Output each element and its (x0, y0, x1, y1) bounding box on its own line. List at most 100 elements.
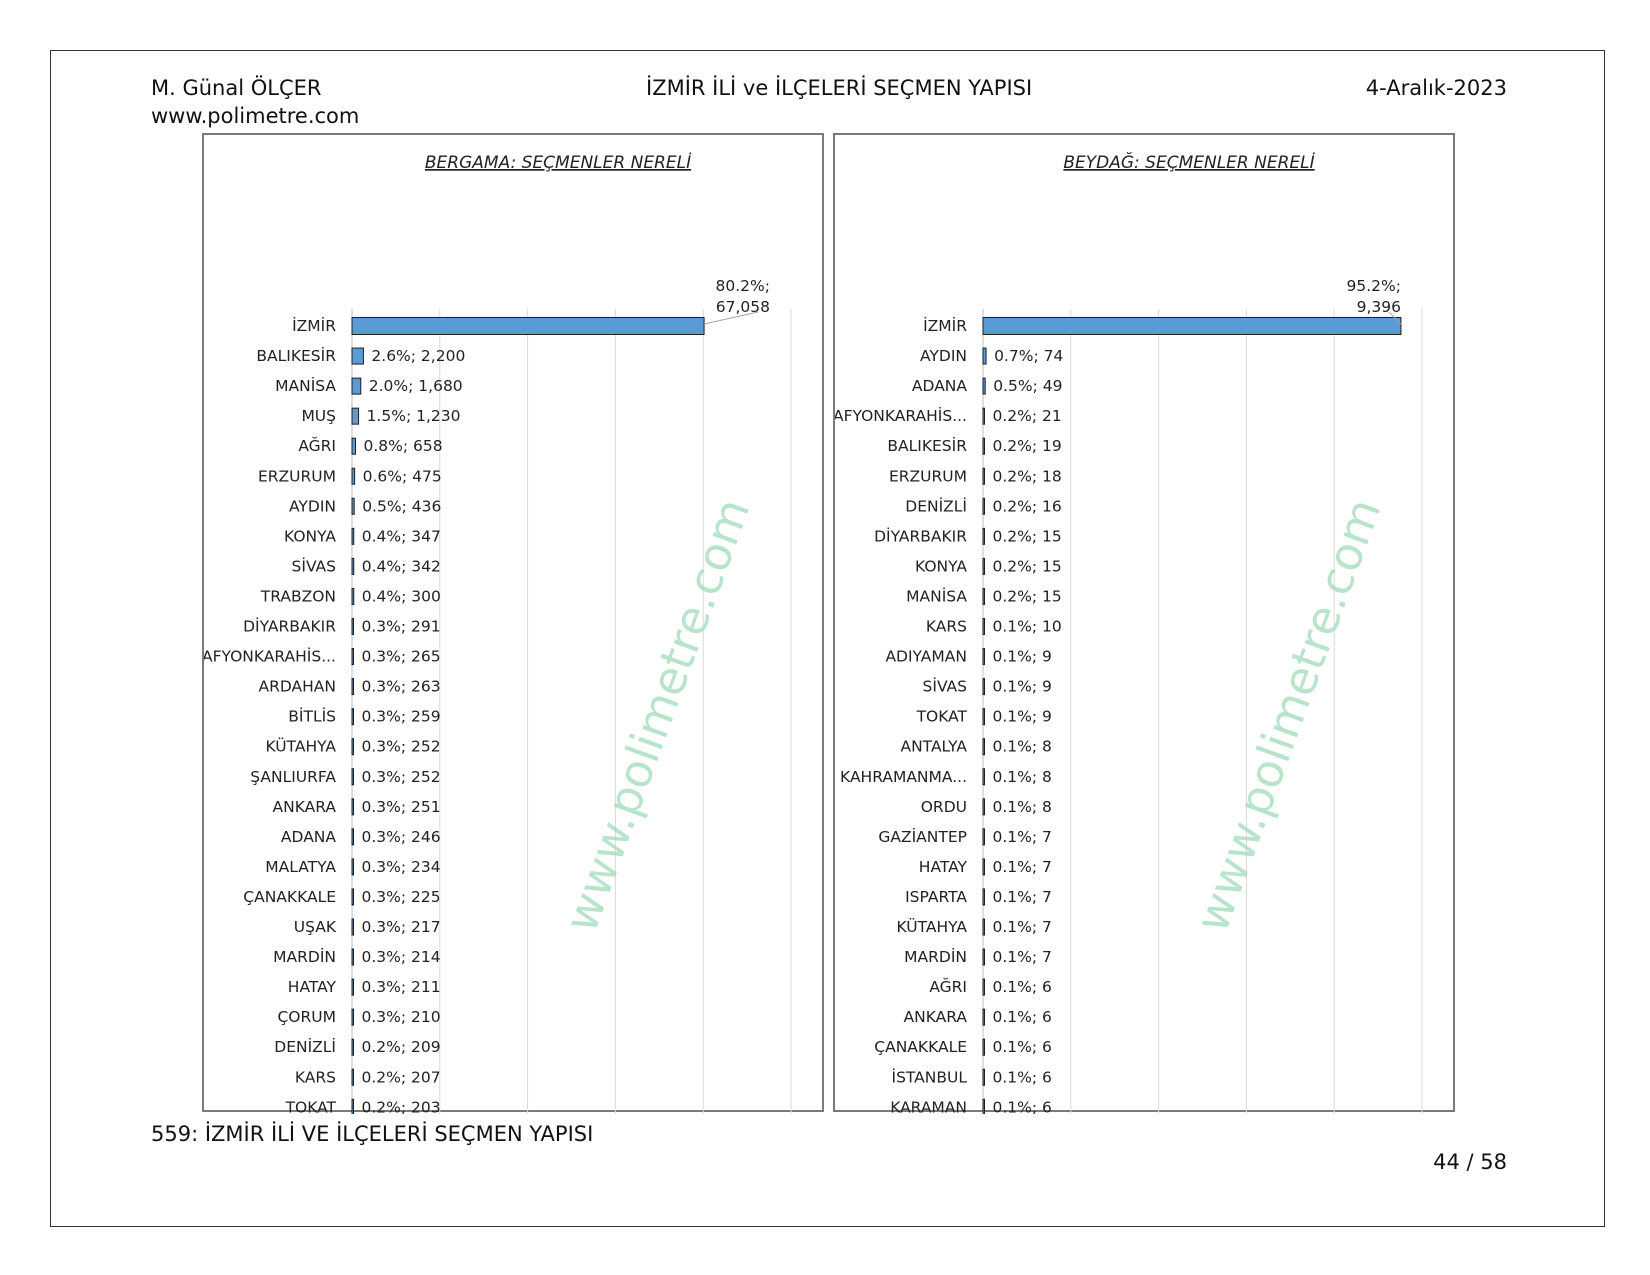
data-label: 0.8%; 658 (364, 437, 443, 455)
bar (351, 1038, 354, 1056)
bar (351, 828, 354, 846)
bar (351, 798, 354, 816)
bar (351, 1068, 354, 1086)
bar (982, 317, 1402, 335)
bar (982, 768, 985, 786)
category-label: ORDU (921, 798, 967, 816)
category-label: ÇANAKKALE (874, 1038, 967, 1056)
category-label: ERZURUM (258, 467, 336, 485)
bar (351, 1098, 354, 1114)
category-label: AĞRI (929, 977, 967, 996)
data-label: 0.5%; 49 (993, 377, 1062, 395)
bar (351, 587, 355, 605)
bar (351, 437, 357, 455)
category-label: SİVAS (292, 556, 336, 575)
data-label: 0.5%; 436 (362, 497, 441, 515)
data-label: 0.3%; 217 (362, 918, 441, 936)
category-label: KÜTAHYA (266, 737, 337, 756)
category-label: BİTLİS (288, 707, 336, 726)
data-label: 0.1%; 6 (993, 1038, 1052, 1056)
bar (351, 557, 355, 575)
data-label: 0.1%; 8 (993, 798, 1052, 816)
category-label: GAZİANTEP (878, 827, 967, 846)
category-label: KONYA (284, 527, 336, 545)
bar (982, 347, 987, 365)
bar (982, 437, 985, 455)
category-label: DİYARBAKIR (874, 526, 967, 545)
data-label: 0.3%; 234 (362, 858, 441, 876)
category-label: MARDİN (273, 947, 336, 966)
category-label: ANKARA (273, 798, 337, 816)
data-label: 0.1%; 9 (993, 648, 1052, 666)
data-label: 0.4%; 342 (362, 557, 441, 575)
data-label: 0.2%; 15 (993, 587, 1062, 605)
bar (982, 587, 985, 605)
category-label: AĞRI (298, 436, 336, 455)
bar (982, 497, 985, 515)
chart-title: BERGAMA: SEÇMENLER NERELİ (425, 152, 692, 173)
website-link: www.polimetre.com (151, 104, 360, 128)
data-label: 0.7%; 74 (994, 347, 1063, 365)
category-label: AFYONKARAHİS... (835, 406, 967, 425)
data-label: 0.2%; 15 (993, 527, 1062, 545)
bar (982, 1098, 985, 1114)
category-label: DENİZLİ (905, 496, 967, 515)
data-label: 0.2%; 207 (362, 1068, 441, 1086)
data-label: 0.3%; 291 (362, 618, 441, 636)
data-label: 0.2%; 19 (993, 437, 1062, 455)
bar (982, 678, 985, 696)
data-label: 0.1%; 6 (993, 1098, 1052, 1114)
bar (982, 467, 985, 485)
bar (982, 858, 985, 876)
data-label: 0.2%; 209 (362, 1038, 441, 1056)
bar (351, 377, 362, 395)
data-label: 0.1%; 7 (993, 888, 1052, 906)
data-label: 0.1%; 6 (993, 978, 1052, 996)
category-label: AFYONKARAHİS... (204, 647, 336, 666)
data-label: 0.3%; 263 (362, 678, 441, 696)
category-label: İSTANBUL (892, 1067, 968, 1086)
data-label: 95.2%; (1347, 277, 1401, 295)
bar (351, 1008, 354, 1026)
chart-bergama-svg: BERGAMA: SEÇMENLER NERELİ İZMİR 80.2%; 67,0… (204, 152, 792, 1114)
category-label: TOKAT (285, 1098, 337, 1114)
data-label: 0.2%; 203 (362, 1098, 441, 1114)
data-label: 1.5%; 1,230 (367, 407, 461, 425)
bar (982, 618, 985, 635)
category-label: DİYARBAKIR (243, 617, 336, 636)
category-label: DENİZLİ (274, 1037, 336, 1056)
bar (351, 888, 354, 906)
data-label: 0.2%; 15 (993, 557, 1062, 575)
data-label: 0.4%; 300 (362, 587, 441, 605)
data-label: 0.1%; 8 (993, 768, 1052, 786)
data-label: 0.2%; 21 (993, 407, 1062, 425)
category-label: ADANA (281, 828, 336, 846)
bar (982, 978, 985, 996)
bar (982, 1008, 985, 1026)
chart-title: BEYDAĞ: SEÇMENLER NERELİ (1063, 151, 1315, 173)
category-label: BALIKESİR (256, 346, 336, 365)
bar (351, 497, 355, 515)
data-label: 0.2%; 18 (993, 467, 1062, 485)
bar (982, 888, 985, 906)
data-label: 0.3%; 214 (362, 948, 441, 966)
category-label: ÇANAKKALE (243, 888, 336, 906)
bar (351, 347, 364, 365)
category-label: MANİSA (906, 586, 967, 605)
data-label-leader (703, 311, 759, 325)
data-label: 0.1%; 7 (993, 918, 1052, 936)
bar (351, 978, 354, 996)
data-label: 2.6%; 2,200 (371, 347, 465, 365)
bar (982, 828, 985, 846)
bar (982, 407, 985, 425)
watermark-text: www.polimetre.com (1185, 491, 1392, 938)
data-label: 0.1%; 9 (993, 678, 1052, 696)
category-label: MALATYA (265, 858, 336, 876)
bar (982, 527, 985, 545)
category-label: ADANA (912, 377, 967, 395)
bar (982, 738, 985, 756)
data-label: 0.1%; 7 (993, 828, 1052, 846)
category-label: MUŞ (301, 407, 336, 425)
category-label: KONYA (915, 557, 967, 575)
category-label: KARS (926, 618, 967, 636)
